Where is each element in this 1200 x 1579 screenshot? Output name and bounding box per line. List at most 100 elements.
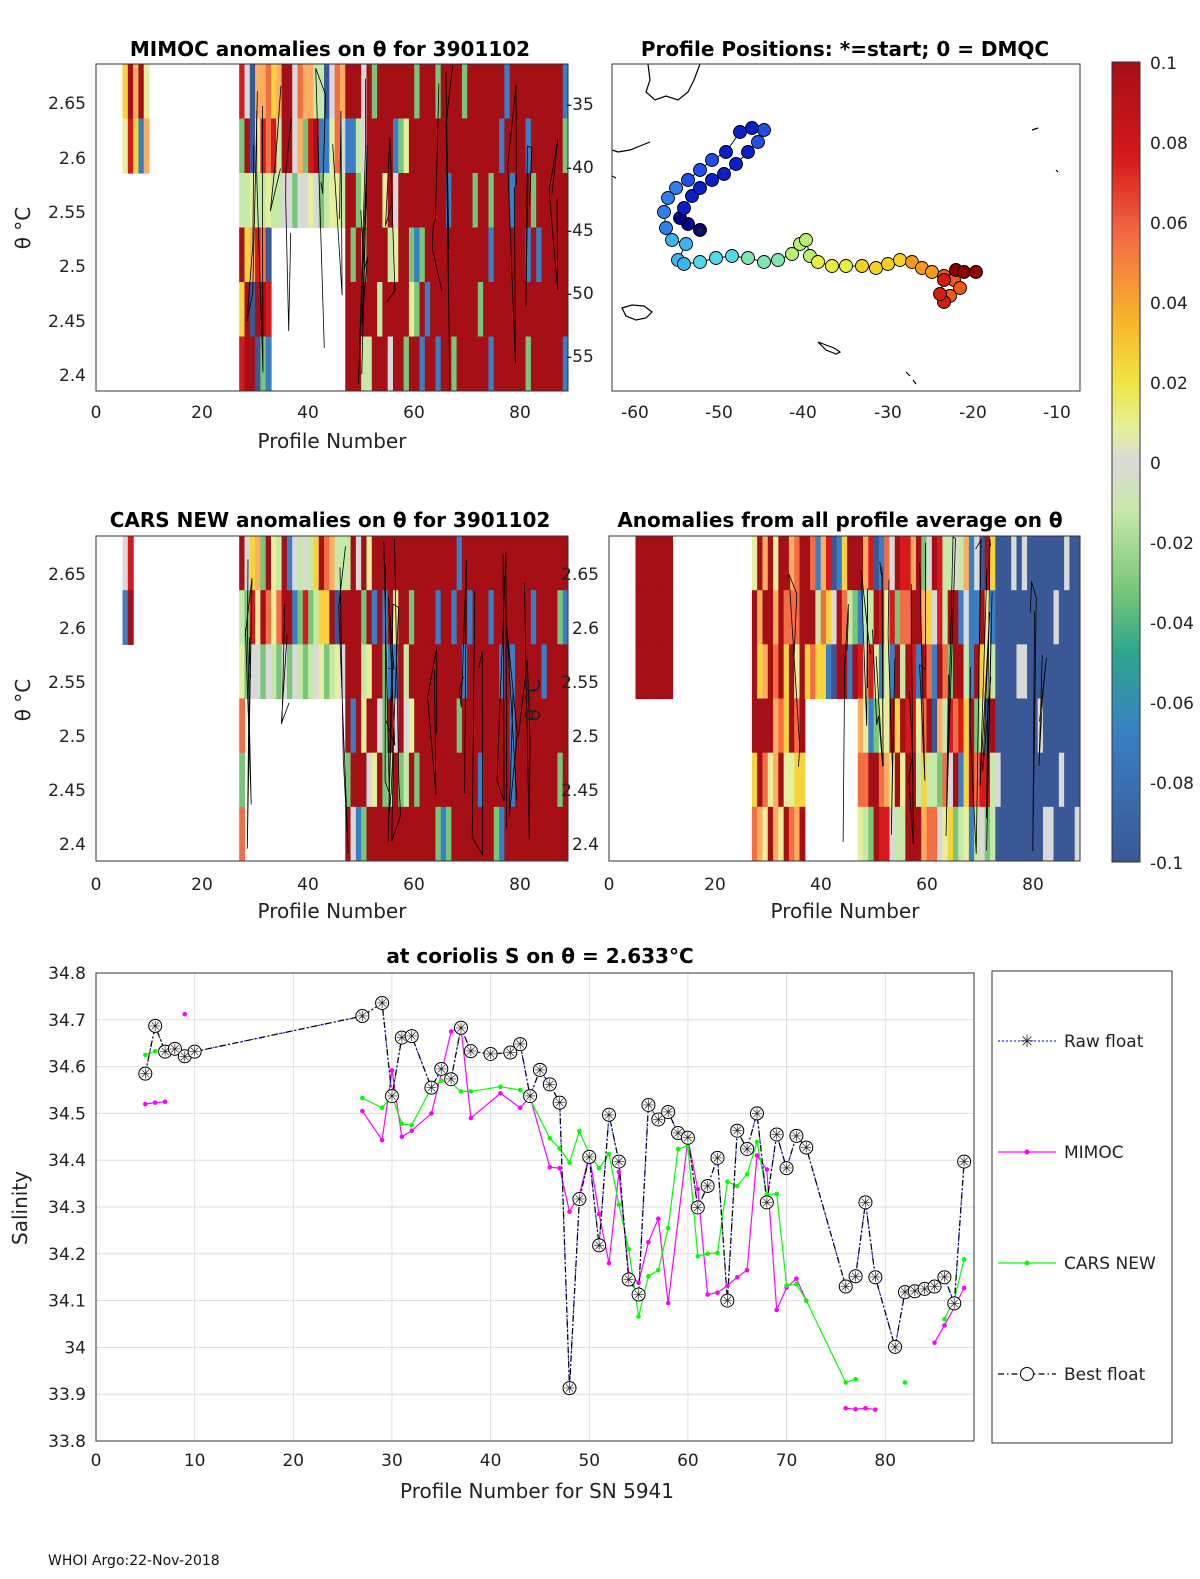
cars-heatmap	[122, 536, 568, 861]
heatmap-cell	[841, 536, 848, 591]
heatmap-cell	[493, 227, 500, 283]
heatmap-cell	[646, 590, 652, 645]
best-float-point	[690, 1200, 705, 1215]
mimoc-point	[705, 1292, 710, 1297]
heatmap-cell	[313, 536, 320, 591]
heatmap-cell	[799, 752, 806, 808]
mimoc-point	[517, 1105, 523, 1111]
sandwich-islands	[905, 127, 1059, 385]
cars-new-point	[744, 1171, 750, 1177]
heatmap-cell	[504, 698, 511, 754]
heatmap-cell	[499, 644, 505, 700]
heatmap-cell	[355, 752, 362, 808]
heatmap-cell	[345, 64, 352, 120]
heatmap-cell	[260, 644, 267, 700]
heatmap-cell	[509, 590, 516, 645]
heatmap-cell	[1016, 752, 1023, 808]
heatmap-cell	[863, 536, 869, 591]
heatmap-cell	[339, 536, 346, 591]
heatmap-cell	[552, 336, 558, 391]
raw-float-point: ✳	[672, 1126, 684, 1142]
heatmap-cell	[546, 336, 553, 391]
heatmap-cell	[435, 806, 442, 861]
heatmap-cell	[461, 806, 468, 861]
heatmap-cell	[905, 536, 912, 591]
heatmap-cell	[857, 806, 864, 861]
dot-marker-icon	[1024, 1260, 1030, 1266]
heatmap-cell	[514, 644, 521, 700]
heatmap-cell	[751, 590, 758, 645]
heatmap-cell	[804, 536, 811, 591]
heatmap-cell	[878, 752, 885, 808]
float-position-marker	[657, 205, 671, 219]
raw-float-point: ✳	[534, 1063, 546, 1079]
cars-new-point	[675, 1146, 681, 1152]
salinity-xtick: 0	[91, 1451, 102, 1471]
heatmap-cell	[646, 644, 652, 700]
raw-float-point: ✳	[445, 1072, 457, 1088]
mimoc-point	[606, 1260, 612, 1266]
heatmap-cell	[440, 282, 447, 338]
heatmap-cell	[239, 536, 246, 591]
heatmap-cell	[350, 806, 357, 861]
float-position-marker	[733, 125, 747, 139]
heatmap-cell	[1027, 590, 1033, 645]
heatmap-cell	[757, 590, 764, 645]
cars-new-point	[734, 1183, 740, 1189]
heatmap-cell	[271, 118, 277, 174]
positions-y-ticks: -35 -40 -45 -50 -55	[566, 95, 594, 367]
heatmap-cell	[1021, 698, 1028, 754]
heatmap-cell	[414, 752, 421, 808]
heatmap-cell	[562, 644, 568, 700]
heatmap-cell	[1069, 806, 1076, 861]
heatmap-cell	[868, 536, 875, 591]
heatmap-cell	[361, 282, 368, 338]
heatmap-cell	[530, 336, 537, 391]
best-float-point	[444, 1072, 459, 1087]
heatmap-cell	[635, 590, 642, 645]
colorbar-tick: -0.02	[1150, 534, 1194, 554]
heatmap-cell	[1048, 590, 1055, 645]
salinity-ytick: 34.3	[48, 1198, 86, 1218]
heatmap-cell	[499, 806, 505, 861]
heatmap-cell	[915, 698, 922, 754]
float-position-marker	[679, 237, 693, 251]
heatmap-cell	[1037, 806, 1044, 861]
heatmap-cell	[762, 752, 769, 808]
lat-tick: -40	[566, 158, 594, 178]
heatmap-cell	[366, 590, 373, 645]
best-float-point	[503, 1045, 518, 1060]
heatmap-cell	[1064, 752, 1071, 808]
heatmap-cell	[377, 806, 383, 861]
heatmap-cell	[773, 644, 779, 700]
heatmap-cell	[339, 118, 346, 174]
cars-new-point	[557, 1146, 562, 1151]
colorbar-gradient	[1111, 61, 1141, 863]
heatmap-cell	[138, 64, 145, 120]
best-float-point	[700, 1178, 715, 1193]
heatmap-cell	[884, 644, 891, 700]
heatmap-cell	[878, 698, 885, 754]
heatmap-cell	[968, 590, 975, 645]
heatmap-cell	[514, 282, 521, 338]
heatmap-cell	[467, 336, 474, 391]
heatmap-cell	[244, 118, 251, 174]
heatmap-cell	[847, 536, 854, 591]
raw-float-point: ✳	[800, 1141, 812, 1157]
heatmap-cell	[461, 64, 468, 120]
heatmap-cell	[440, 590, 447, 645]
heatmap-cell	[1042, 752, 1049, 808]
contour-line	[879, 561, 884, 766]
heatmap-cell	[884, 536, 891, 591]
heatmap-cell	[260, 590, 267, 645]
raw-float-point: ✳	[465, 1044, 477, 1060]
heatmap-cell	[403, 173, 410, 229]
heatmap-cell	[751, 806, 758, 861]
heatmap-cell	[1074, 536, 1080, 591]
cars-new-point	[705, 1251, 710, 1257]
heatmap-cell	[488, 698, 495, 754]
allavg-x-ticks: 0 20 40 60 80	[604, 875, 1044, 895]
heatmap-cell	[493, 806, 500, 861]
heatmap-cell	[292, 536, 299, 591]
best-float-point	[483, 1046, 498, 1061]
